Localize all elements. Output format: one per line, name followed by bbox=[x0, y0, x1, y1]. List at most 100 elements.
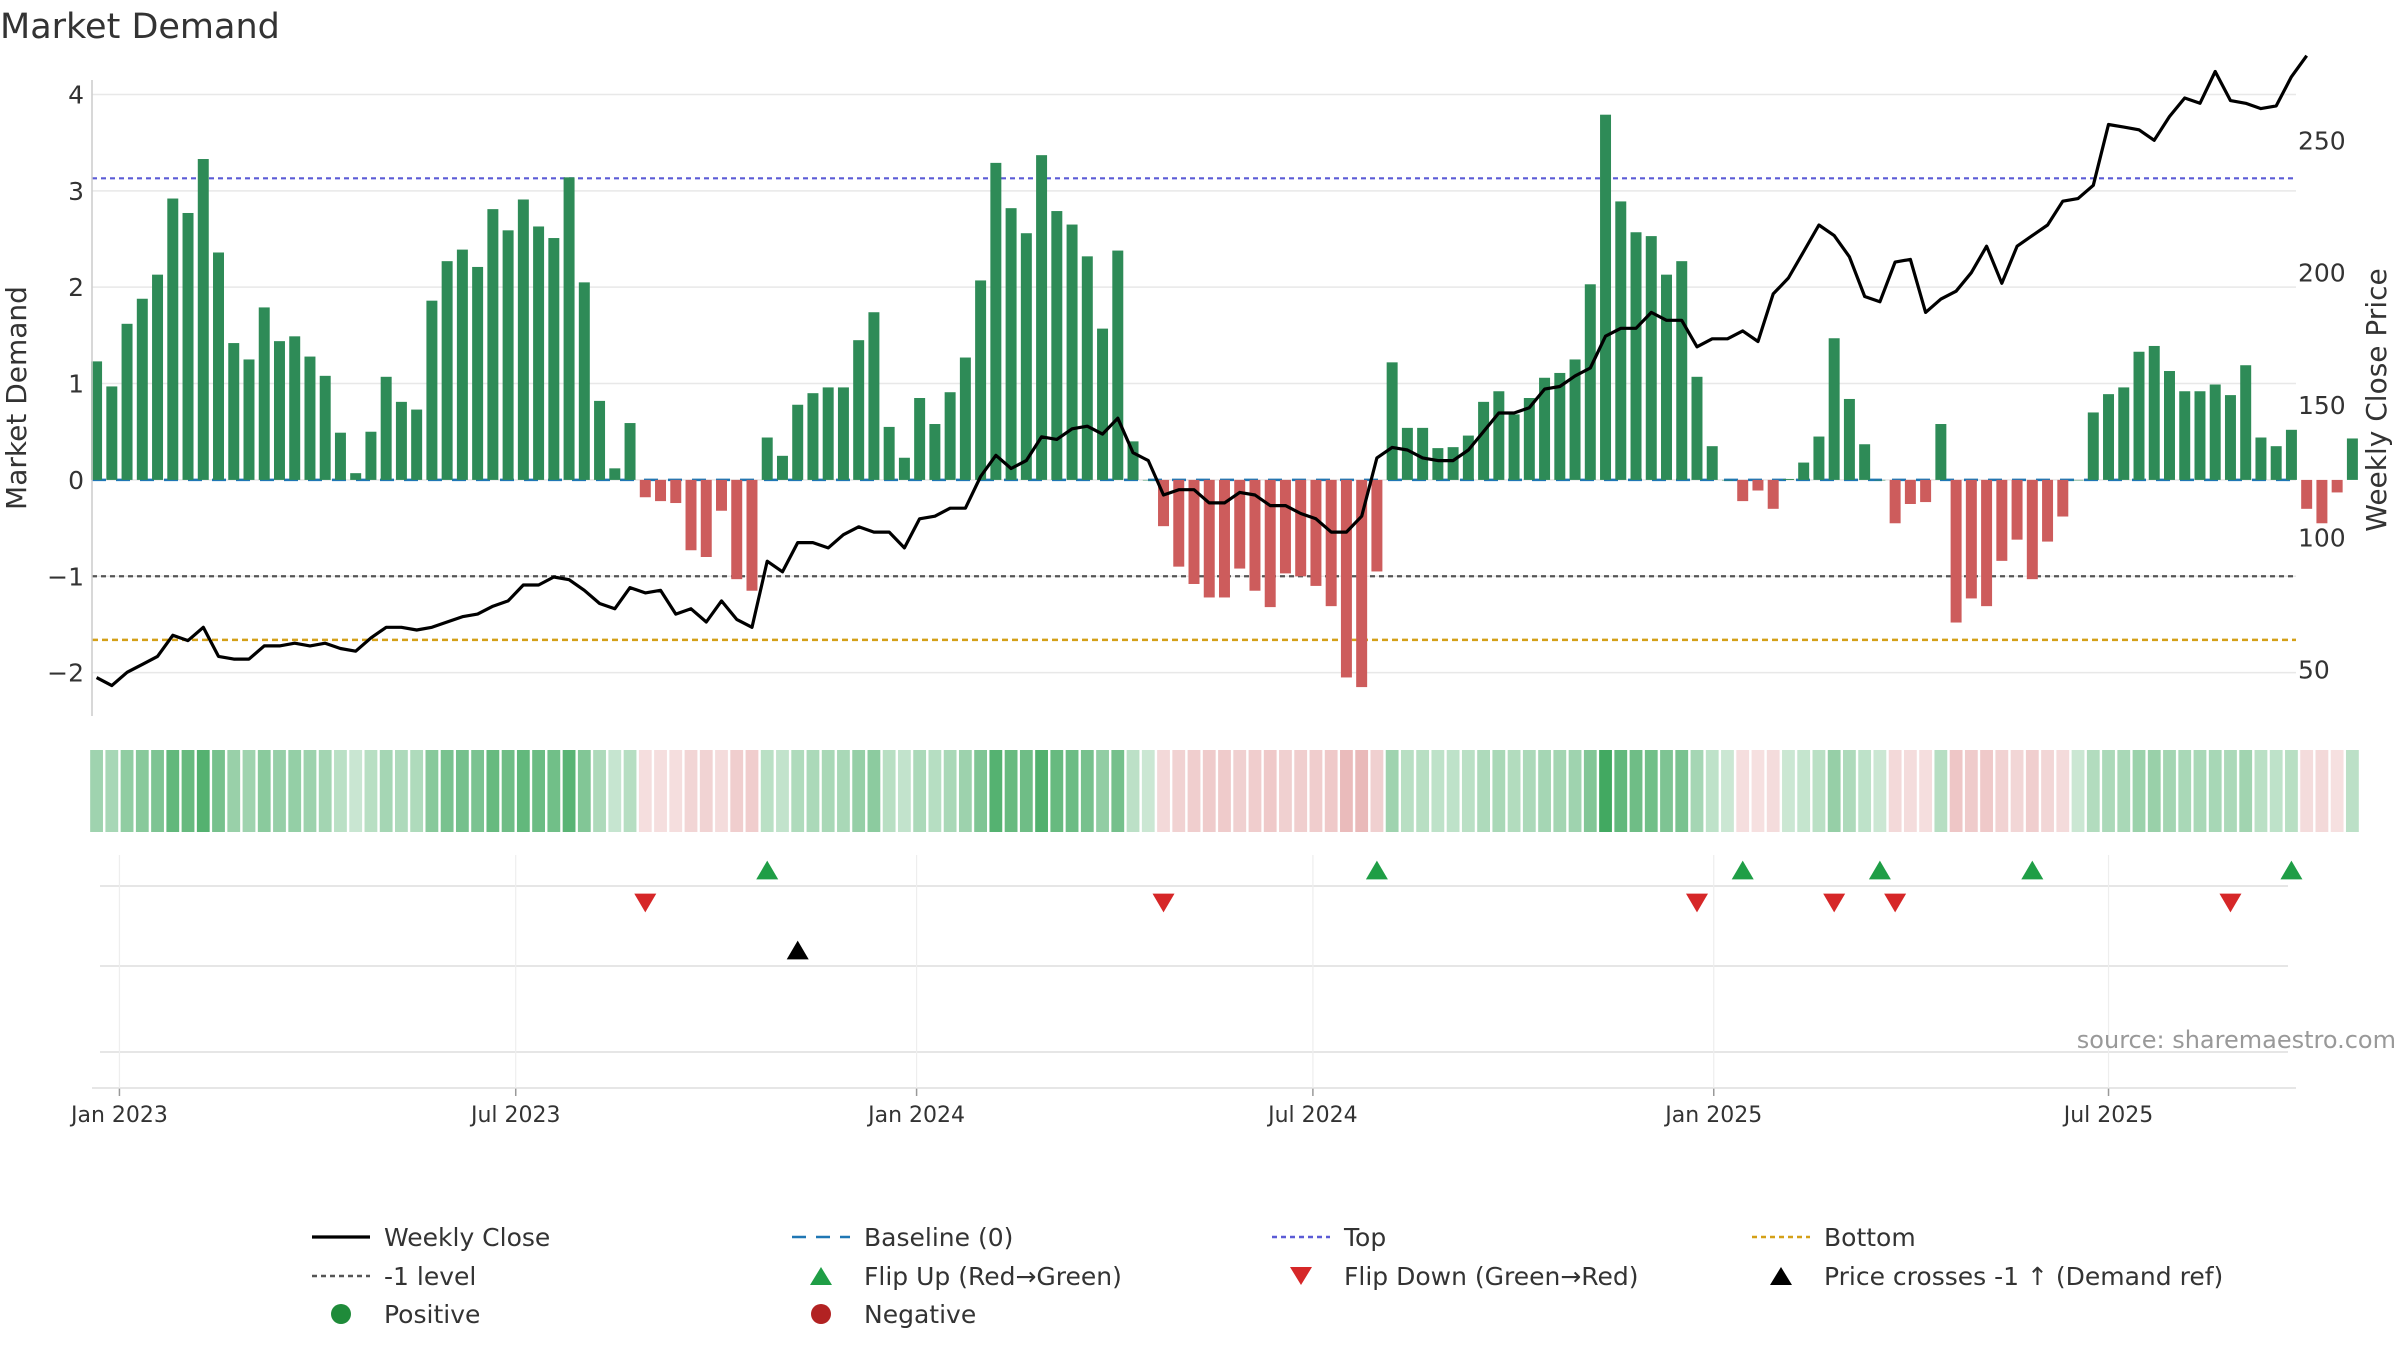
demand-bar bbox=[685, 479, 697, 551]
demand-bar bbox=[426, 300, 438, 480]
heat-cell bbox=[227, 750, 241, 832]
demand-bar bbox=[2240, 365, 2252, 480]
heat-cell bbox=[1096, 750, 1109, 832]
demand-bar bbox=[670, 479, 682, 504]
heat-cell bbox=[349, 750, 363, 832]
demand-bar bbox=[655, 479, 667, 502]
heat-cell bbox=[608, 750, 622, 832]
heat-cell bbox=[776, 750, 789, 832]
heat-cell bbox=[1553, 750, 1567, 832]
demand-bar bbox=[1767, 479, 1779, 509]
heat-cell bbox=[120, 750, 134, 832]
demand-bar bbox=[197, 159, 209, 480]
flip-down-marker bbox=[634, 893, 657, 913]
y-tick-label-right: 100 bbox=[2298, 523, 2346, 552]
heat-cell bbox=[1126, 750, 1140, 832]
heat-cell bbox=[1187, 750, 1201, 832]
heat-cell bbox=[897, 750, 911, 832]
demand-bar bbox=[2148, 345, 2160, 480]
demand-bar bbox=[807, 393, 819, 480]
y-tick-label-left: −1 bbox=[47, 562, 84, 591]
heat-cell bbox=[2178, 750, 2192, 832]
flip-down-marker bbox=[2219, 893, 2242, 913]
demand-bar bbox=[1234, 479, 1246, 569]
demand-bar bbox=[365, 431, 377, 480]
heat-cell bbox=[669, 750, 683, 832]
demand-bar bbox=[136, 298, 148, 480]
heat-cell bbox=[852, 750, 866, 832]
demand-bar bbox=[1813, 436, 1825, 480]
flip-down-marker bbox=[1152, 893, 1175, 913]
demand-bar bbox=[1005, 208, 1017, 480]
heat-cell bbox=[562, 750, 576, 832]
demand-bar bbox=[822, 387, 834, 480]
heat-cell bbox=[547, 750, 561, 832]
demand-bar bbox=[731, 479, 743, 580]
demand-bar bbox=[1218, 479, 1230, 598]
demand-bar bbox=[1173, 479, 1185, 567]
heat-cell bbox=[318, 750, 332, 832]
demand-bar bbox=[502, 230, 514, 480]
demand-bar bbox=[929, 424, 941, 480]
legend-item-price-cross: Price crosses -1 ↑ (Demand ref) bbox=[1770, 1262, 2223, 1291]
demand-bar bbox=[472, 266, 484, 480]
demand-bar bbox=[517, 199, 529, 480]
demand-bar bbox=[761, 437, 773, 480]
flip-down-marker bbox=[1823, 893, 1846, 913]
demand-bar bbox=[456, 249, 468, 480]
demand-bar bbox=[289, 336, 301, 480]
heat-cell bbox=[1934, 750, 1948, 832]
demand-bar bbox=[1615, 201, 1627, 480]
y-tick-label-left: 0 bbox=[68, 466, 84, 495]
demand-bar bbox=[1036, 155, 1048, 480]
heat-cell bbox=[1782, 750, 1795, 832]
heat-cell bbox=[242, 750, 256, 832]
demand-bar bbox=[182, 212, 194, 480]
heat-cell bbox=[2208, 750, 2222, 832]
demand-bar bbox=[1356, 479, 1368, 688]
heat-cell bbox=[1218, 750, 1231, 832]
heat-cell bbox=[151, 750, 164, 832]
heat-cell bbox=[425, 750, 439, 832]
demand-bar bbox=[1676, 261, 1688, 480]
demand-bar bbox=[2346, 438, 2358, 480]
heat-cell bbox=[821, 750, 835, 832]
heat-cell bbox=[684, 750, 698, 832]
axes: 4 3 2 1 0 −1 −2 250 200 150 100 50 Jan 2023 Jul 2023 J… bbox=[47, 80, 2346, 1128]
heat-cell bbox=[2041, 750, 2054, 832]
heat-cell bbox=[2102, 750, 2115, 832]
demand-bar bbox=[1752, 479, 1764, 491]
demand-bar bbox=[273, 341, 285, 480]
heat-cell bbox=[638, 750, 652, 832]
demand-bar bbox=[639, 479, 651, 498]
heat-cell bbox=[135, 750, 149, 832]
demand-bar bbox=[1523, 398, 1535, 480]
heat-cell bbox=[1538, 750, 1551, 832]
x-tick-label: Jan 2023 bbox=[69, 1103, 168, 1128]
x-tick-label: Jul 2024 bbox=[1266, 1103, 1358, 1128]
demand-bar bbox=[1584, 284, 1596, 480]
heat-cell bbox=[1340, 750, 1353, 832]
demand-bar bbox=[1645, 236, 1657, 480]
heat-cell bbox=[1004, 750, 1018, 832]
demand-bar bbox=[441, 261, 453, 480]
demand-bar bbox=[121, 323, 133, 480]
demand-bar bbox=[776, 455, 788, 480]
demand-bar bbox=[1203, 479, 1215, 598]
weekly-close-line bbox=[95, 54, 2308, 688]
heat-cell bbox=[1599, 750, 1612, 832]
x-tick-label: Jan 2025 bbox=[1663, 1103, 1762, 1128]
legend-swatch-dot bbox=[331, 1304, 351, 1324]
demand-bar bbox=[2118, 387, 2130, 480]
demand-bar bbox=[1066, 224, 1078, 480]
legend-label: Flip Up (Red→Green) bbox=[864, 1262, 1122, 1291]
heat-cell bbox=[745, 750, 759, 832]
demand-bar bbox=[91, 361, 103, 480]
heat-cell bbox=[501, 750, 515, 832]
demand-bar bbox=[1279, 479, 1291, 574]
y-tick-label-left: 3 bbox=[68, 177, 84, 206]
grid bbox=[92, 93, 2296, 674]
heat-cell bbox=[364, 750, 378, 832]
y-tick-label-right: 200 bbox=[2298, 259, 2346, 288]
heat-cell bbox=[1568, 750, 1582, 832]
